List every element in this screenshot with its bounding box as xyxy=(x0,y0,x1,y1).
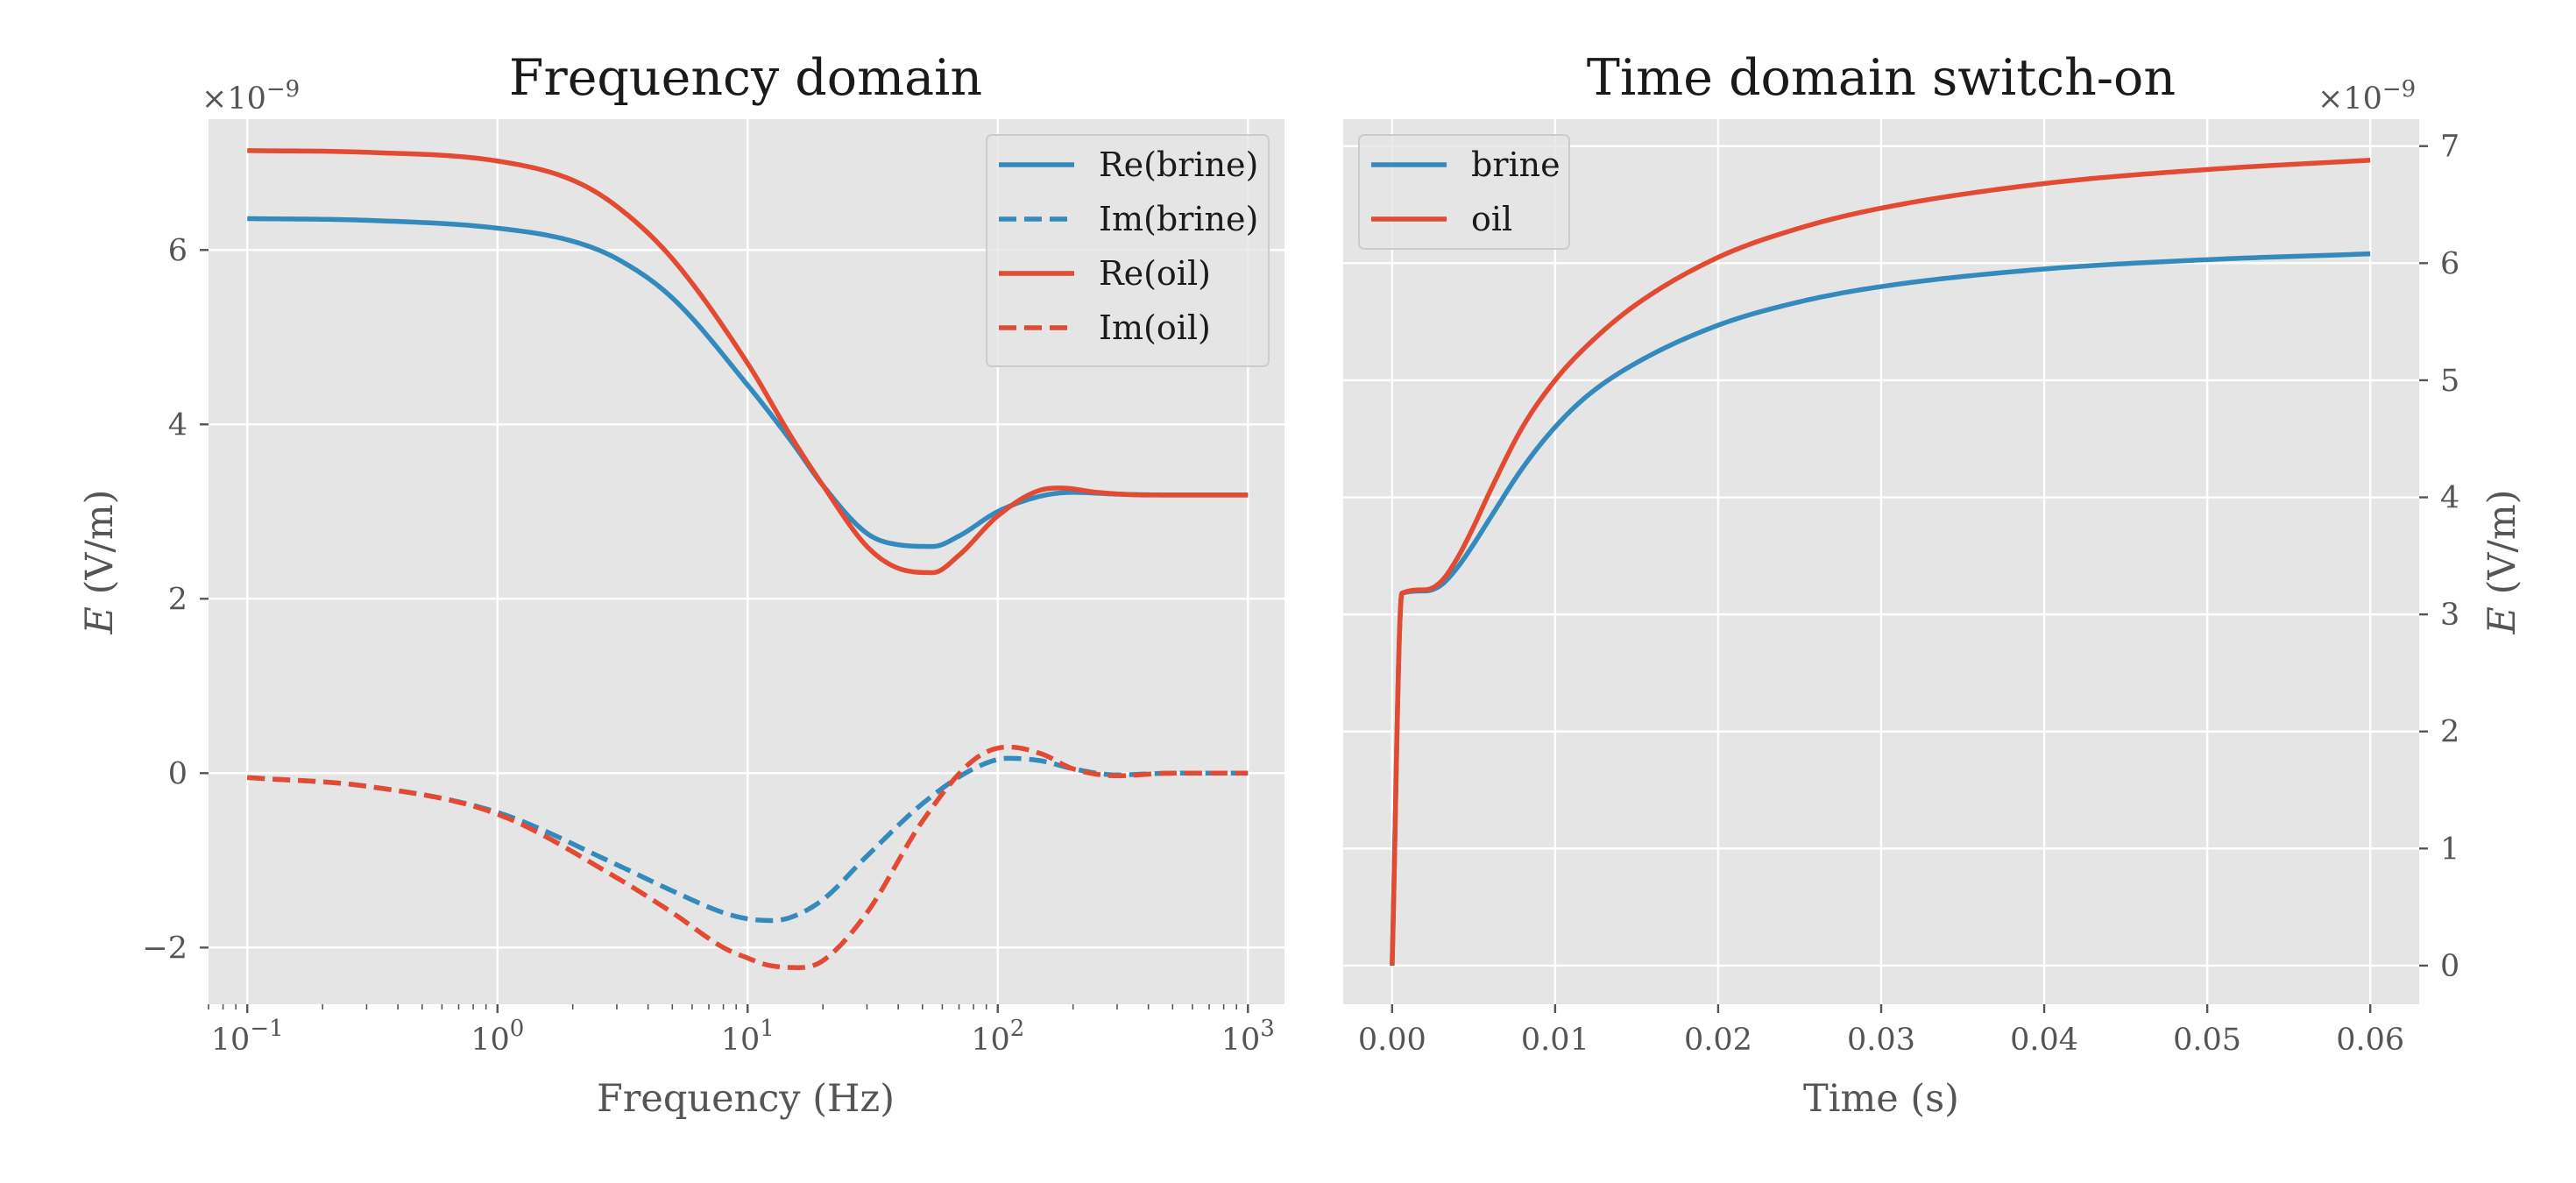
legend: Re(brine) Im(brine) Re(oil) Im(oil) xyxy=(986,134,1270,367)
y-offset-label: ×10−9 xyxy=(2318,76,2416,117)
y-axis-label: E (V/m) xyxy=(2480,490,2524,635)
legend: brine oil xyxy=(1358,134,1570,250)
x-tick-label: 0.04 xyxy=(2010,1023,2078,1058)
series-lines xyxy=(247,148,1249,970)
y-tick-label: 1 xyxy=(2440,832,2459,867)
grid-lines xyxy=(1343,119,2419,1004)
legend-label-im-brine: Im(brine) xyxy=(1099,200,1258,238)
y-axis-label: E (V/m) xyxy=(78,490,122,635)
x-tick-label: 0.00 xyxy=(1358,1023,1426,1058)
y-tick-label: 7 xyxy=(2440,130,2459,165)
legend-label-brine: brine xyxy=(1471,145,1560,184)
chart-title: Time domain switch-on xyxy=(1587,49,2176,107)
x-tick-label: 100 xyxy=(471,1016,524,1058)
y-tick-label: 2 xyxy=(2440,715,2459,750)
y-tick-label: 0 xyxy=(168,756,188,791)
y-tick-label: 0 xyxy=(2440,949,2459,984)
time-domain-panel: 0.00 0.01 0.02 0.03 0.04 0.05 0.06 0 1 2 3 4 5 6 7 Ti… xyxy=(1343,49,2524,1121)
x-tick-label: 102 xyxy=(971,1016,1024,1058)
x-tick-exponent: 3 xyxy=(1260,1016,1275,1042)
chart-title: Frequency domain xyxy=(509,49,982,107)
series-line-im-oil xyxy=(247,744,1249,970)
x-tick-base: 10 xyxy=(471,1023,510,1058)
x-tick-base: 10 xyxy=(211,1023,251,1058)
x-tick-base: 10 xyxy=(721,1023,761,1058)
x-tick-exponent: 0 xyxy=(510,1016,525,1042)
y-offset-base: ×10 xyxy=(2318,81,2382,117)
legend-label-im-oil: Im(oil) xyxy=(1099,308,1211,347)
x-axis-label: Time (s) xyxy=(1803,1077,1959,1121)
x-tick-label: 103 xyxy=(1221,1016,1275,1058)
x-tick-label: 0.01 xyxy=(1521,1023,1589,1058)
legend-frame xyxy=(986,134,1270,367)
legend-label-re-oil: Re(oil) xyxy=(1099,254,1211,293)
x-axis-ticks: 10−1 100 101 102 103 xyxy=(208,1004,1275,1058)
y-axis-label-variable: E xyxy=(78,606,122,634)
series-line-oil xyxy=(1390,158,2371,966)
x-axis-ticks: 0.00 0.01 0.02 0.03 0.04 0.05 0.06 xyxy=(1358,1004,2404,1058)
y-offset-exponent: −9 xyxy=(2382,76,2416,103)
x-tick-label: 101 xyxy=(721,1016,775,1058)
y-tick-label: 4 xyxy=(168,407,188,443)
x-tick-exponent: −1 xyxy=(250,1016,283,1042)
x-tick-label: 0.03 xyxy=(1847,1023,1915,1058)
x-tick-exponent: 2 xyxy=(1010,1016,1025,1042)
y-tick-label: 6 xyxy=(2440,246,2459,281)
series-line-re-oil xyxy=(247,148,1249,576)
series-lines xyxy=(1390,158,2371,966)
y-offset-label: ×10−9 xyxy=(202,76,300,117)
y-axis-ticks: 0 1 2 3 4 5 6 7 xyxy=(2419,130,2459,984)
y-tick-label: 2 xyxy=(168,582,188,617)
y-tick-label: 5 xyxy=(2440,364,2459,399)
series-line-re-brine xyxy=(247,216,1249,549)
y-axis-ticks: −2 0 2 4 6 xyxy=(142,233,209,966)
y-offset-exponent: −9 xyxy=(266,76,300,103)
legend-label-oil: oil xyxy=(1471,200,1512,238)
x-axis-label: Frequency (Hz) xyxy=(597,1077,895,1121)
x-tick-label: 0.05 xyxy=(2173,1023,2241,1058)
legend-label-re-brine: Re(brine) xyxy=(1099,145,1258,184)
x-tick-base: 10 xyxy=(1221,1023,1261,1058)
y-tick-label: −2 xyxy=(142,931,188,966)
y-tick-label: 6 xyxy=(168,233,188,268)
y-axis-label-unit: (V/m) xyxy=(2480,490,2524,607)
x-tick-label: 10−1 xyxy=(211,1016,284,1058)
y-axis-label-unit: (V/m) xyxy=(78,490,122,607)
x-tick-base: 10 xyxy=(971,1023,1010,1058)
x-tick-label: 0.02 xyxy=(1684,1023,1752,1058)
series-line-im-brine xyxy=(247,755,1249,924)
x-tick-label: 0.06 xyxy=(2336,1023,2404,1058)
y-axis-label-variable: E xyxy=(2480,606,2524,634)
y-tick-label: 3 xyxy=(2440,598,2459,633)
x-tick-exponent: 1 xyxy=(760,1016,775,1042)
y-tick-label: 4 xyxy=(2440,481,2459,516)
y-offset-base: ×10 xyxy=(202,81,266,117)
